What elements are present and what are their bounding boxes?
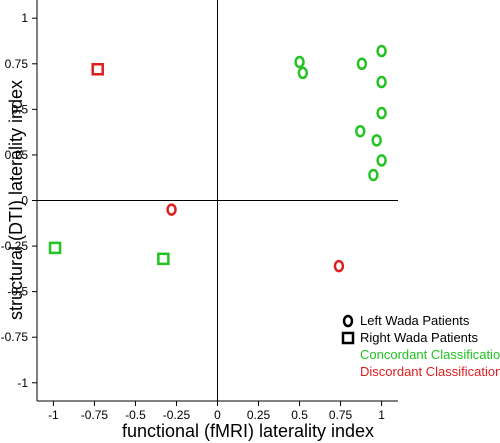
circle-marker [355, 124, 366, 138]
y-tick-label: 0.75 [5, 57, 29, 71]
x-axis-title: functional (fMRI) laterality index [122, 421, 374, 441]
circle-marker [368, 168, 379, 182]
circle-marker [294, 55, 305, 69]
y-tick-label: -0.5 [7, 285, 28, 299]
y-tick-label: -1 [17, 376, 28, 390]
y-tick-label: 0 [21, 194, 28, 208]
x-tick-label: 0.25 [247, 408, 271, 422]
circle-marker [376, 75, 387, 89]
x-tick-label: -0.5 [125, 408, 146, 422]
x-tick-label: 0.5 [291, 408, 308, 422]
circle-marker [371, 134, 382, 147]
zero-axes [37, 0, 398, 401]
y-tick-label: -0.75 [1, 330, 29, 344]
x-axis: -1 -0.75 -0.5 -0.25 0 0.25 0.5 0.75 1 [48, 401, 385, 422]
x-tick-label: -0.25 [163, 408, 191, 422]
data-points [48, 44, 387, 273]
square-marker [157, 252, 170, 266]
x-tick-label: 1 [378, 408, 385, 422]
y-tick-label: 0.5 [11, 102, 28, 116]
legend-label: Left Wada Patients [360, 313, 470, 328]
y-axis-title: structural (DTI) laterality index [6, 80, 26, 320]
legend-label: Discordant Classification [360, 364, 500, 379]
square-marker [48, 241, 62, 255]
circle-marker [333, 259, 345, 273]
circle-marker [166, 203, 177, 216]
legend-circle-marker [342, 314, 354, 328]
x-tick-label: -0.75 [81, 408, 109, 422]
circle-marker [356, 57, 368, 71]
circle-marker [376, 106, 387, 120]
y-axis: 1 0.75 0.5 0.25 0 -0.25 -0.5 -0.75 -1 [1, 11, 37, 390]
legend: Left Wada Patients Right Wada Patients Con… [341, 313, 500, 379]
y-tick-label: 0.25 [5, 148, 29, 162]
circle-marker [376, 44, 387, 58]
square-marker [91, 63, 104, 76]
legend-label: Right Wada Patients [360, 330, 479, 345]
circle-marker [376, 154, 387, 167]
legend-square-marker [341, 331, 355, 345]
y-tick-label: -0.25 [1, 239, 29, 253]
y-tick-label: 1 [21, 11, 28, 25]
circle-marker [297, 66, 309, 80]
x-tick-label: 0 [214, 408, 221, 422]
legend-label: Concordant Classification [360, 347, 500, 362]
x-tick-label: -1 [48, 408, 59, 422]
x-tick-label: 0.75 [329, 408, 353, 422]
